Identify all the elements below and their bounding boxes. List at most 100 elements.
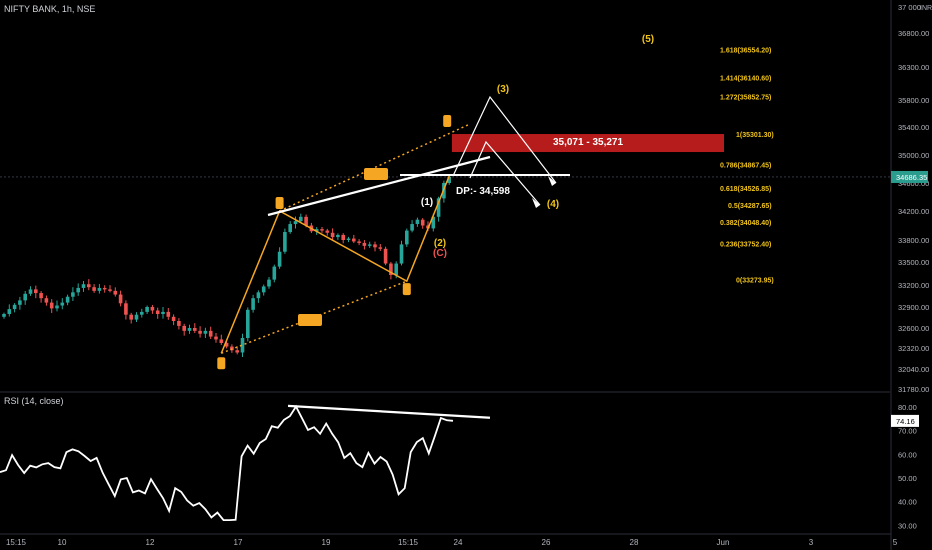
wave-label: (3) — [497, 84, 509, 95]
candle-body — [65, 296, 70, 303]
x-tick-label: 26 — [542, 538, 551, 547]
candle-body — [28, 289, 33, 294]
y-tick-label: 33800.00 — [898, 236, 929, 245]
candle-body — [23, 293, 27, 301]
candle-body — [373, 244, 377, 248]
candle-body — [145, 307, 149, 312]
candle-body — [171, 316, 176, 321]
y-tick-label: 33200.00 — [898, 281, 929, 290]
candle-body — [283, 232, 287, 252]
candle-body — [389, 263, 393, 276]
wave-label: (2) — [434, 238, 446, 249]
candle-body — [447, 176, 451, 183]
candle-body — [214, 336, 218, 340]
candle-body — [102, 287, 107, 290]
target-zone: 35,071 - 35,271 — [452, 134, 724, 153]
fib-level-label: 0.786(34867.45) — [720, 162, 771, 169]
candle-body — [140, 311, 144, 315]
candle-body — [39, 293, 43, 299]
candle-body — [357, 241, 361, 243]
resistance-trendline — [267, 155, 491, 217]
candle-body — [134, 314, 139, 320]
x-tick-label: 19 — [322, 538, 331, 547]
y-tick-label: 34200.00 — [898, 207, 929, 216]
channel-label-tag — [364, 168, 388, 180]
arrow-head — [532, 198, 540, 208]
current-price-label: 34686.35 — [896, 173, 927, 182]
candle-body — [155, 310, 160, 314]
fibonacci-levels: 1.618(36554.20) 1.414(36140.60) 1.272(3585… — [720, 48, 774, 285]
candle-body — [246, 309, 250, 338]
y-axis-unit: INR — [920, 5, 932, 12]
rsi-y-tick-label: 30.00 — [898, 521, 917, 530]
candle-body — [71, 292, 75, 297]
y-tick-label: 32900.00 — [898, 303, 929, 312]
candle-body — [55, 305, 59, 309]
candle-body — [12, 304, 17, 310]
candle-body — [256, 292, 261, 299]
rsi-y-tick-label: 70.00 — [898, 427, 917, 436]
candle-body — [182, 325, 186, 331]
wave-label: (5) — [642, 34, 654, 45]
zone-label: 35,071 - 35,271 — [553, 137, 623, 148]
rsi-divergence-line — [287, 404, 491, 419]
candle-body — [81, 284, 86, 288]
y-tick-label: 36800.00 — [898, 29, 929, 38]
candle-body — [352, 238, 356, 242]
projection-path-4 — [469, 140, 541, 206]
candle-body — [405, 230, 409, 245]
y-tick-label: 31780.00 — [898, 385, 929, 394]
candle-body — [320, 229, 324, 231]
candle-body — [251, 298, 255, 310]
fib-level-label: 1.272(35852.75) — [720, 95, 771, 102]
fib-level-label: 1(35301.30) — [736, 132, 774, 139]
y-tick-label: 34600.00 — [898, 179, 929, 188]
current-price-badge — [891, 170, 928, 183]
x-tick-label: Jun — [717, 538, 730, 547]
candle-body — [208, 330, 213, 337]
chart-drawings — [217, 95, 570, 370]
candle-body — [383, 248, 388, 264]
candle-body — [193, 328, 197, 331]
fib-level-label: 0.5(34287.65) — [728, 203, 772, 210]
rsi-line — [0, 404, 454, 521]
arrow-head — [548, 176, 556, 186]
projection-path-3 — [452, 95, 557, 184]
candle-body — [44, 298, 49, 303]
candle-body — [378, 247, 383, 249]
candle-body — [177, 321, 181, 326]
x-tick-label: 10 — [58, 538, 67, 547]
pivot-marker — [443, 115, 452, 127]
candle-body — [198, 330, 202, 334]
rsi-pane — [0, 404, 491, 521]
rsi-y-tick-label: 40.00 — [898, 498, 917, 507]
candle-body — [367, 244, 372, 246]
y-tick-label: 32320.00 — [898, 344, 929, 353]
wave-annotations: (5) (3) (4) (1) (2)(C) DP:- 34,598 — [421, 34, 654, 259]
candle-body — [436, 198, 441, 217]
candle-body — [267, 279, 271, 287]
candle-body — [150, 307, 155, 311]
x-tick-label: 28 — [630, 538, 639, 547]
candle-body — [240, 338, 245, 353]
rsi-current-label: 74.16 — [896, 417, 915, 426]
rsi-title[interactable]: RSI (14, close) — [4, 396, 64, 406]
candle-body — [166, 311, 171, 317]
candle-body — [108, 289, 112, 291]
candle-body — [129, 314, 133, 320]
pivot-marker — [275, 197, 284, 209]
rsi-y-tick-label: 80.00 — [898, 403, 917, 412]
x-tick-label: 24 — [454, 538, 463, 547]
candle-body — [2, 314, 6, 317]
x-tick-label: 5 — [893, 538, 898, 547]
candle-body — [113, 290, 118, 295]
fib-level-label: 0.382(34048.40) — [720, 220, 771, 227]
y-tick-label: 35000.00 — [898, 151, 929, 160]
symbol-title[interactable]: NIFTY BANK, 1h, NSE — [4, 4, 96, 14]
x-tick-label: 15:15 — [6, 538, 27, 547]
wave-zigzag — [220, 175, 450, 354]
candle-body — [288, 224, 292, 233]
channel-label-tag — [298, 314, 322, 326]
